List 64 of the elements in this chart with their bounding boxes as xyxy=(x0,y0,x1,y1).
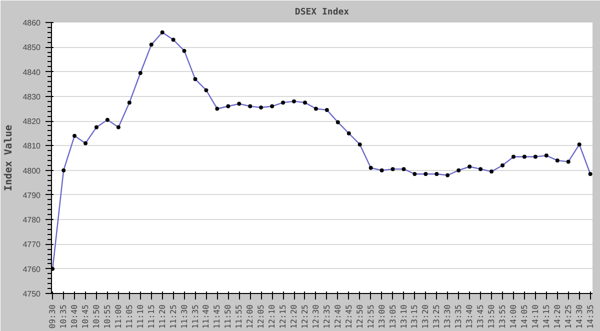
x-tick-label: 12:55 xyxy=(366,304,376,329)
x-tick-label: 14:30 xyxy=(574,304,584,329)
x-tick-label: 13:50 xyxy=(487,304,496,329)
y-tick-label: 4810 xyxy=(22,142,42,151)
x-tick-label: 11:00 xyxy=(114,304,123,329)
y-axis-title: Index Value xyxy=(4,124,15,192)
x-tick-label: 14:10 xyxy=(530,304,540,329)
y-tick-label: 4750 xyxy=(22,290,42,298)
x-tick-label: 13:45 xyxy=(476,304,486,329)
x-tick-label: 13:40 xyxy=(465,304,474,329)
x-tick-label: 13:55 xyxy=(498,304,508,329)
x-tick-label: 11:20 xyxy=(158,304,167,329)
x-tick-label: 12:15 xyxy=(278,304,288,329)
x-tick-label: 14:20 xyxy=(552,304,562,329)
x-tick-label: 14:15 xyxy=(542,304,551,329)
x-tick-label: 12:45 xyxy=(344,304,354,329)
x-tick-label: 12:05 xyxy=(256,304,266,329)
x-tick-label: 13:25 xyxy=(432,304,442,329)
x-tick-label: 12:40 xyxy=(333,304,342,329)
x-tick-label: 10:45 xyxy=(81,304,90,329)
x-tick-label: 13:15 xyxy=(410,304,420,329)
x-tick-label: 13:20 xyxy=(421,304,430,329)
x-tick-label: 11:35 xyxy=(190,304,200,329)
x-tick-label: 14:35 xyxy=(586,304,595,329)
x-tick-label: 10:50 xyxy=(92,304,101,329)
x-tick-label: 10:55 xyxy=(102,304,112,329)
x-tick-label: 11:45 xyxy=(212,304,222,329)
x-tick-label: 12:30 xyxy=(311,304,320,329)
y-tick-label: 4830 xyxy=(22,92,42,102)
x-tick-label: 11:15 xyxy=(146,304,156,329)
x-tick-label: 12:20 xyxy=(290,304,299,329)
x-tick-label: 13:35 xyxy=(454,304,464,329)
x-tick-label: 11:50 xyxy=(224,304,233,329)
x-tick-label: 11:10 xyxy=(136,304,145,329)
y-tick-label: 4860 xyxy=(22,18,42,28)
x-tick-label: 11:55 xyxy=(234,304,244,329)
y-tick-label: 4850 xyxy=(22,43,42,52)
y-tick-label: 4780 xyxy=(22,216,42,225)
x-tick-label: 12:00 xyxy=(246,304,255,329)
x-tick-label: 13:05 xyxy=(388,304,398,329)
x-tick-label: 13:00 xyxy=(377,304,386,329)
x-tick-label: 10:40 xyxy=(70,304,80,329)
chart-title: DSEX Index xyxy=(294,8,350,18)
x-tick-label: 11:40 xyxy=(202,304,211,329)
y-tick-label: 4820 xyxy=(22,117,42,126)
x-tick-label: 12:25 xyxy=(300,304,310,329)
x-tick-label: 09:30 xyxy=(48,304,58,329)
x-tick-label: 12:50 xyxy=(355,304,364,329)
x-tick-label: 13:30 xyxy=(443,304,452,329)
x-tick-label: 14:05 xyxy=(520,304,529,329)
x-tick-label: 14:00 xyxy=(508,304,518,329)
y-tick-label: 4770 xyxy=(22,240,42,250)
y-tick-label: 4800 xyxy=(22,166,42,176)
x-tick-label: 11:30 xyxy=(180,304,189,329)
x-tick-label: 10:35 xyxy=(59,304,68,329)
x-tick-label: 11:25 xyxy=(168,304,178,329)
x-tick-label: 12:35 xyxy=(322,304,332,329)
y-tick-label: 4840 xyxy=(22,68,42,77)
x-tick-label: 13:10 xyxy=(399,304,408,329)
x-tick-label: 11:05 xyxy=(124,304,134,329)
y-tick-label: 4790 xyxy=(22,190,42,200)
x-tick-label: 14:25 xyxy=(564,304,573,329)
y-tick-label: 4760 xyxy=(22,264,42,274)
x-tick-label: 12:10 xyxy=(268,304,277,329)
